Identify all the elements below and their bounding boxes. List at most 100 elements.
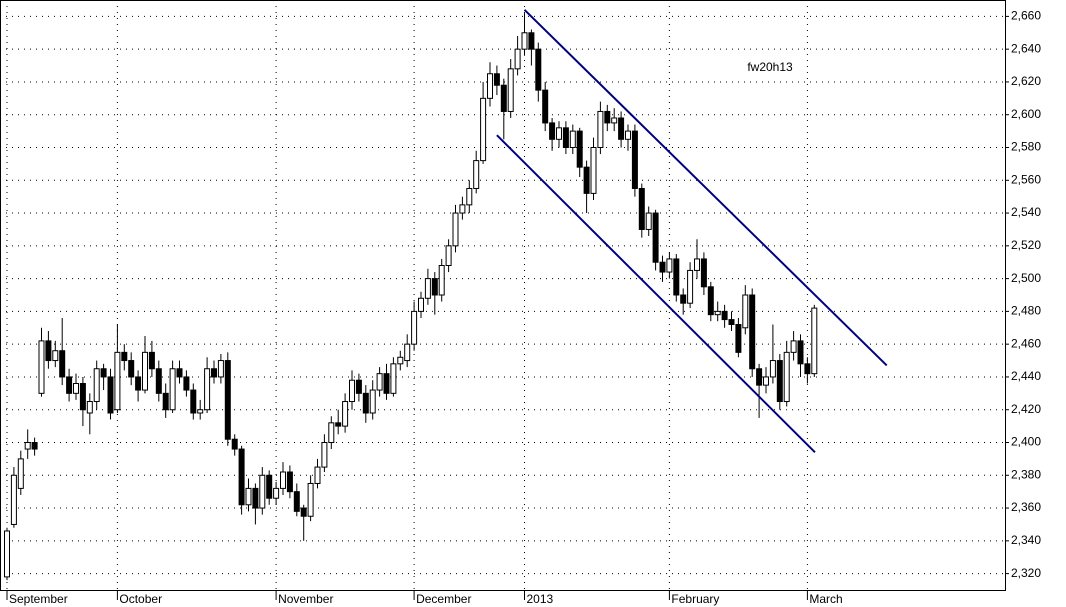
candle-body — [742, 294, 749, 329]
candle-body — [349, 379, 355, 403]
plot-frame — [0, 0, 1006, 591]
y-tick-label: 2,560 — [1011, 172, 1041, 186]
candle-body — [673, 258, 680, 296]
candle-body — [52, 350, 59, 362]
candle-body — [10, 474, 17, 525]
candle-body — [666, 258, 673, 273]
candle-body — [707, 286, 714, 316]
candle-body — [100, 368, 107, 378]
candle-body — [680, 294, 687, 304]
y-tick-label: 2,380 — [1011, 467, 1041, 481]
candle-body — [431, 278, 438, 296]
y-tick-label: 2,340 — [1011, 533, 1041, 547]
candle-body — [562, 127, 569, 149]
candle-body — [307, 482, 314, 517]
candle-body — [418, 297, 424, 312]
candle-body — [155, 368, 162, 394]
candle-body — [528, 32, 535, 50]
candle-body — [217, 360, 224, 378]
candle-body — [128, 360, 135, 378]
candle-body — [687, 269, 694, 304]
candle-body — [24, 442, 31, 450]
candle-body — [473, 160, 480, 189]
candle-body — [245, 487, 252, 506]
candle-body — [169, 368, 176, 411]
candle-body — [735, 324, 742, 353]
candle-body — [204, 368, 211, 411]
candle-body — [514, 48, 521, 70]
candle-body — [652, 212, 659, 263]
candle-body — [148, 351, 155, 370]
y-tick-label: 2,600 — [1011, 107, 1041, 121]
candle-body — [797, 340, 804, 365]
candle-body — [728, 319, 735, 326]
candle-body — [38, 340, 45, 394]
candle-body — [176, 368, 183, 378]
candle-body — [397, 356, 404, 365]
candle-body — [749, 294, 756, 370]
candle-body — [763, 376, 769, 386]
y-tick-label: 2,480 — [1011, 304, 1041, 318]
candle-body — [721, 310, 728, 321]
y-tick-label: 2,500 — [1011, 271, 1041, 285]
candle-body — [183, 376, 190, 391]
candle-body — [424, 278, 431, 299]
candle-body — [79, 383, 86, 411]
candle-body — [197, 409, 204, 414]
candle-body — [121, 351, 128, 362]
candle-body — [590, 147, 597, 194]
candle-body — [224, 360, 231, 440]
x-tick-label: February — [671, 592, 719, 606]
candle-body — [769, 360, 776, 378]
candle-body — [790, 340, 797, 353]
candle-body — [714, 310, 721, 316]
candle-body — [776, 360, 783, 403]
y-tick-label: 2,460 — [1011, 336, 1041, 350]
candle-body — [500, 84, 507, 112]
candle-body — [266, 474, 273, 499]
candle-body — [811, 307, 818, 375]
x-tick-label: October — [119, 592, 162, 606]
candle-body — [452, 212, 459, 247]
candle-body — [114, 351, 121, 411]
candle-body — [569, 130, 576, 149]
candle-body — [804, 363, 811, 375]
candle-body — [521, 32, 528, 50]
candle-body — [342, 401, 349, 427]
candle-body — [59, 350, 66, 378]
candle-body — [611, 117, 618, 124]
annotation: fw20h13 — [747, 60, 793, 74]
candle-body — [542, 89, 549, 124]
y-tick-label: 2,580 — [1011, 140, 1041, 154]
candle-body — [597, 110, 604, 148]
candle-body — [190, 389, 197, 414]
candle-body — [783, 351, 790, 403]
y-tick-label: 2,520 — [1011, 238, 1041, 252]
candle-body — [280, 471, 286, 489]
candle-body — [93, 368, 100, 403]
x-tick-label: December — [416, 592, 471, 606]
y-tick-label: 2,400 — [1011, 435, 1041, 449]
candle-body — [211, 368, 217, 378]
candle-body — [756, 368, 763, 386]
candle-body — [625, 130, 631, 140]
candle-body — [273, 487, 280, 499]
candle-body — [438, 265, 445, 296]
candle-body — [162, 392, 169, 411]
candle-body — [445, 245, 452, 266]
candle-body — [645, 212, 652, 230]
candle-body — [73, 383, 79, 394]
x-tick-label: March — [809, 592, 842, 606]
candle-body — [259, 474, 266, 509]
candle-body — [328, 422, 335, 444]
candle-body — [638, 187, 645, 230]
candle-body — [535, 48, 542, 91]
y-tick-label: 2,360 — [1011, 500, 1041, 514]
candle-body — [376, 373, 383, 391]
x-tick-label: 2013 — [527, 592, 554, 606]
candle-body — [252, 487, 259, 509]
candle-body — [383, 373, 390, 394]
candle-body — [549, 122, 556, 140]
trend-line — [496, 134, 816, 454]
candle-body — [493, 73, 500, 86]
